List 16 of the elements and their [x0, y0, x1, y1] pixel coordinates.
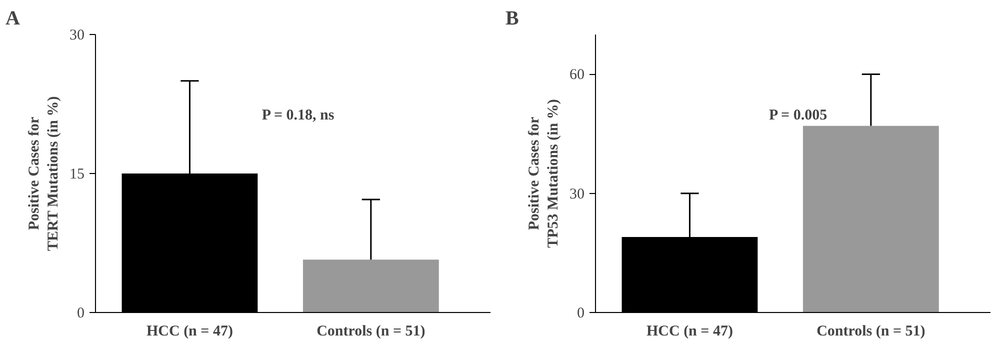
y-tick-label: 60	[570, 67, 584, 84]
annotation: P = 0.18, ns	[262, 107, 334, 124]
x-tick-label: HCC (n = 47)	[146, 324, 233, 340]
y-axis-title: Positive Cases for TP53 Mutations (in %)	[526, 99, 562, 248]
y-tick-label: 30	[70, 28, 84, 44]
annotation: P = 0.005	[768, 107, 828, 124]
x-tick-label: Controls (n = 51)	[816, 324, 926, 340]
y-axis-title: Positive Cases for TERT Mutations (in %)	[26, 96, 62, 251]
y-tick-label: 15	[70, 166, 84, 182]
y-tick-label: 30	[570, 186, 584, 202]
y-tick-label: 0	[577, 306, 584, 322]
x-tick-label: HCC (n = 47)	[646, 324, 733, 340]
y-tick-label: 0	[77, 306, 84, 322]
x-tick-label: Controls (n = 51)	[316, 324, 426, 340]
chart-title: A	[6, 8, 20, 30]
chart-title: B	[506, 8, 519, 30]
